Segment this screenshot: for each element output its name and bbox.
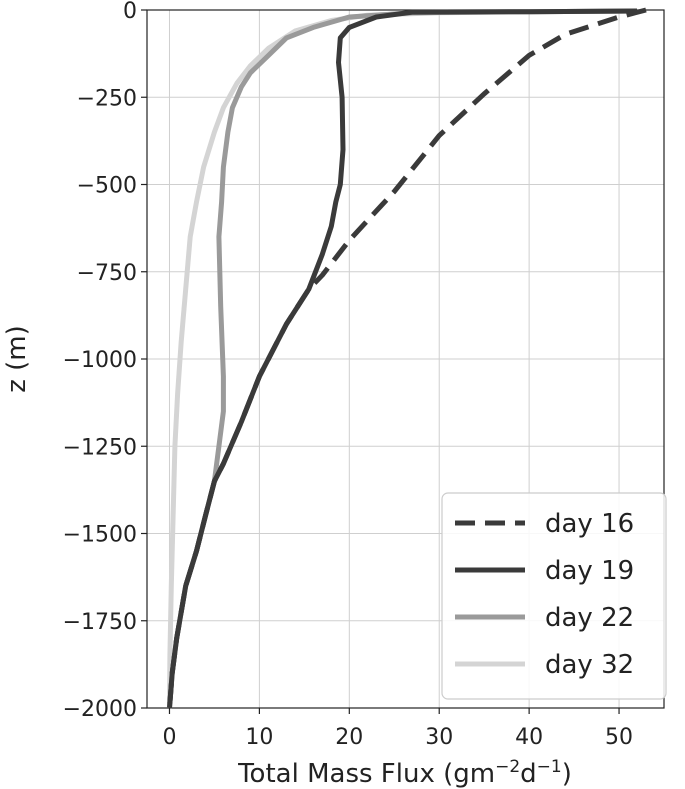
y-tick-label: −1500 <box>63 523 137 548</box>
x-tick-label: 20 <box>335 725 363 750</box>
legend-label: day 16 <box>545 509 634 539</box>
y-tick-label: 0 <box>123 0 137 24</box>
y-tick-label: −750 <box>77 261 137 286</box>
x-tick-label: 40 <box>515 725 543 750</box>
legend-label: day 19 <box>545 556 634 586</box>
legend-label: day 32 <box>545 650 634 680</box>
y-tick-label: −2000 <box>63 697 137 722</box>
legend-box <box>441 492 667 700</box>
y-axis-label: z (m) <box>2 325 32 393</box>
y-tick-label: −1000 <box>63 348 137 373</box>
series-layer <box>167 7 647 709</box>
legend-items: day 16 day 19 day 22 day 32 <box>455 509 634 680</box>
x-tick-label: 50 <box>605 725 633 750</box>
x-tick-label: 10 <box>245 725 273 750</box>
y-tick-label: −1250 <box>63 435 137 460</box>
x-tick-label: 0 <box>162 725 176 750</box>
legend: day 16 day 19 day 22 day 32 <box>441 492 667 700</box>
series-line-day-19 <box>167 8 638 709</box>
y-tick-label: −1750 <box>63 610 137 635</box>
tick-layer: 0 10 20 30 40 50 0 −250 −500 −750 −1000 −1250 −1500 −… <box>63 0 633 750</box>
x-tick-label: 30 <box>425 725 453 750</box>
x-axis-label: Total Mass Flux (gm−2d−1) <box>237 757 572 789</box>
y-tick-label: −250 <box>77 86 137 111</box>
y-tick-label: −500 <box>77 174 137 199</box>
legend-label: day 22 <box>545 603 634 633</box>
